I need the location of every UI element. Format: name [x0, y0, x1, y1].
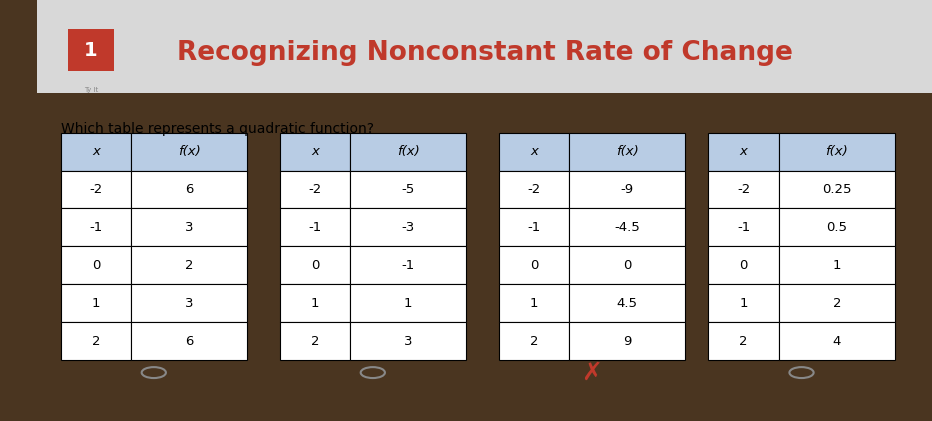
Text: 1: 1	[832, 259, 842, 272]
Text: -9: -9	[621, 183, 634, 196]
Text: -2: -2	[528, 183, 541, 196]
Text: 2: 2	[310, 335, 320, 347]
Text: 1: 1	[529, 297, 539, 309]
Text: -1: -1	[89, 221, 103, 234]
Text: 1: 1	[84, 41, 98, 60]
Text: f(x): f(x)	[616, 145, 638, 158]
Text: -2: -2	[89, 183, 103, 196]
Text: 4: 4	[833, 335, 841, 347]
Text: x: x	[92, 145, 100, 158]
Text: 2: 2	[529, 335, 539, 347]
Text: 0: 0	[530, 259, 538, 272]
Text: 6: 6	[185, 183, 193, 196]
Text: 0: 0	[311, 259, 319, 272]
Bar	[37, 0, 932, 93]
Text: -2: -2	[308, 183, 322, 196]
Text: 4.5: 4.5	[617, 297, 637, 309]
Text: -3: -3	[402, 221, 415, 234]
Text: -5: -5	[402, 183, 415, 196]
Text: 2: 2	[185, 259, 194, 272]
Text: x: x	[530, 145, 538, 158]
Text: 0.5: 0.5	[827, 221, 847, 234]
Text: f(x): f(x)	[178, 145, 200, 158]
Text: 6: 6	[185, 335, 193, 347]
Text: x: x	[740, 145, 747, 158]
Text: -1: -1	[737, 221, 750, 234]
Text: f(x): f(x)	[826, 145, 848, 158]
Text: Which table represents a quadratic function?: Which table represents a quadratic funct…	[61, 122, 374, 136]
Text: 3: 3	[185, 221, 194, 234]
Text: 1: 1	[404, 297, 413, 309]
Text: x: x	[311, 145, 319, 158]
Bar	[68, 29, 114, 71]
Text: 2: 2	[91, 335, 101, 347]
Text: -4.5: -4.5	[614, 221, 640, 234]
Text: 2: 2	[739, 335, 748, 347]
Text: -1: -1	[528, 221, 541, 234]
Text: ✗: ✗	[582, 360, 602, 385]
Text: 1: 1	[310, 297, 320, 309]
Text: -1: -1	[402, 259, 415, 272]
Text: -1: -1	[308, 221, 322, 234]
Text: 2: 2	[832, 297, 842, 309]
Text: 0: 0	[740, 259, 747, 272]
Text: Ty It: Ty It	[84, 87, 98, 93]
Text: 3: 3	[185, 297, 194, 309]
Text: Recognizing Nonconstant Rate of Change: Recognizing Nonconstant Rate of Change	[177, 40, 792, 66]
Text: 1: 1	[739, 297, 748, 309]
Text: f(x): f(x)	[397, 145, 419, 158]
Text: 0: 0	[624, 259, 631, 272]
Text: 3: 3	[404, 335, 413, 347]
Text: 9: 9	[624, 335, 631, 347]
Text: -2: -2	[737, 183, 750, 196]
Text: 0.25: 0.25	[822, 183, 852, 196]
Text: 1: 1	[91, 297, 101, 309]
Text: 0: 0	[92, 259, 100, 272]
